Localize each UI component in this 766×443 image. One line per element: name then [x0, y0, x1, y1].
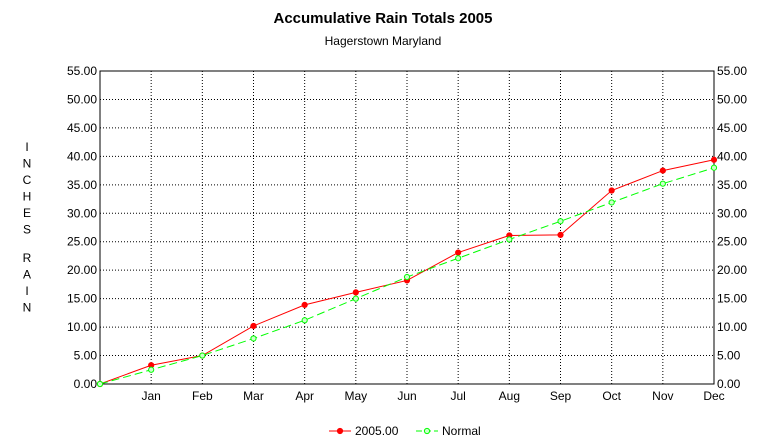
y-ticks-right: 0.00 5.00 10.00 15.00 20.00 25.00 30.00 35.00 40…: [717, 64, 747, 391]
data-point-series-2: [301, 317, 308, 324]
y-tick-label-right: 0.00: [717, 377, 741, 391]
y-label-letter: S: [23, 223, 31, 237]
y-label-letter: C: [23, 173, 32, 187]
y-tick-label-right: 15.00: [717, 292, 747, 306]
y-tick-label-left: 40.00: [67, 149, 97, 163]
legend-label: Normal: [442, 424, 481, 438]
data-point-series-2: [250, 335, 257, 342]
y-tick-label-left: 10.00: [67, 320, 97, 334]
y-tick-label-right: 30.00: [717, 206, 747, 220]
data-point-series-1: [352, 289, 359, 296]
y-tick-label-right: 20.00: [717, 263, 747, 277]
y-tick-label-right: 55.00: [717, 64, 747, 78]
y-tick-label-right: 5.00: [717, 349, 741, 363]
y-tick-label-left: 30.00: [67, 206, 97, 220]
y-tick-label-left: 45.00: [67, 121, 97, 135]
y-tick-label-right: 10.00: [717, 320, 747, 334]
x-tick-label: May: [344, 389, 367, 403]
data-point-series-2: [506, 236, 513, 243]
legend-swatch-marker: [423, 427, 431, 435]
data-point-series-2: [557, 218, 564, 225]
y-tick-label-left: 0.00: [74, 377, 98, 391]
data-point-series-2: [659, 180, 666, 187]
x-tick-label: Mar: [243, 389, 264, 403]
x-ticks: Jan Feb Mar Apr May Jun Jul Aug Sep Oct Nov Dec: [141, 389, 724, 403]
data-point-series-2: [403, 273, 411, 281]
data-point-series-2: [352, 295, 359, 302]
y-tick-label-left: 15.00: [67, 292, 97, 306]
data-point-series-1: [608, 187, 615, 194]
plot-frame: [99, 70, 715, 385]
y-tick-label-left: 5.00: [74, 349, 98, 363]
y-tick-label-left: 25.00: [67, 235, 97, 249]
data-point-series-2: [608, 199, 615, 206]
y-tick-label-right: 40.00: [717, 149, 747, 163]
x-tick-label: Sep: [550, 389, 572, 403]
y-ticks-left: 0.00 5.00 10.00 15.00 20.00 25.00 30.00 35.00 40…: [67, 64, 97, 391]
chart-subtitle: Hagerstown Maryland: [325, 34, 442, 48]
y-tick-label-right: 25.00: [717, 235, 747, 249]
y-label-letter: H: [23, 190, 32, 204]
x-tick-label: Feb: [192, 389, 213, 403]
x-tick-label: Dec: [703, 389, 724, 403]
legend-swatch-marker: [336, 427, 344, 435]
series-group: [96, 156, 718, 388]
data-point-series-1: [301, 301, 308, 308]
y-tick-label-left: 20.00: [67, 263, 97, 277]
y-label-letter: I: [25, 284, 28, 298]
data-point-series-1: [659, 167, 666, 174]
x-tick-label: Nov: [652, 389, 673, 403]
data-point-series-1: [710, 156, 718, 163]
x-tick-label: Aug: [499, 389, 520, 403]
grid: [100, 70, 715, 385]
data-point-series-1: [250, 322, 257, 330]
x-tick-label: Jun: [397, 389, 416, 403]
data-point-series-2: [710, 164, 718, 171]
y-label-letter: N: [23, 301, 32, 315]
legend-label: 2005.00: [355, 424, 399, 438]
data-point-series-1: [455, 249, 462, 256]
y-label-letter: A: [23, 268, 31, 282]
y-tick-label-right: 45.00: [717, 121, 747, 135]
y-tick-label-right: 35.00: [717, 178, 747, 192]
y-tick-label-right: 50.00: [717, 92, 747, 106]
x-tick-label: Jul: [450, 389, 465, 403]
data-point-series-2: [199, 352, 206, 359]
x-tick-label: Oct: [602, 389, 621, 403]
data-point-series-2: [455, 255, 462, 262]
data-point-series-2: [148, 366, 155, 373]
y-label-letter: N: [23, 157, 32, 171]
y-label-letter: I: [25, 140, 28, 154]
data-point-series-2: [96, 380, 104, 388]
y-label-letter: E: [23, 206, 31, 220]
data-point-series-1: [557, 231, 564, 238]
legend: 2005.00 Normal: [329, 424, 481, 438]
x-tick-label: Apr: [295, 389, 314, 403]
y-label-letter: R: [23, 251, 32, 265]
x-tick-label: Jan: [141, 389, 160, 403]
y-tick-label-left: 35.00: [67, 178, 97, 192]
y-tick-label-left: 55.00: [67, 64, 97, 78]
y-tick-label-left: 50.00: [67, 92, 97, 106]
chart-title: Accumulative Rain Totals 2005: [274, 10, 493, 27]
